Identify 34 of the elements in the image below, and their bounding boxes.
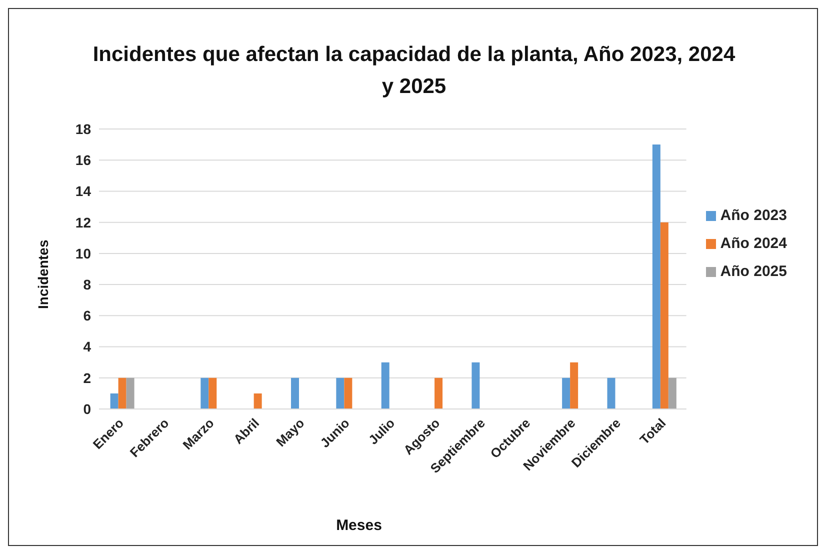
y-tick-label: 18 [75, 120, 92, 137]
bar [660, 222, 668, 409]
bar [118, 378, 126, 409]
y-tick-label: 10 [75, 245, 92, 262]
bar [607, 378, 616, 409]
bar [126, 378, 134, 409]
legend-label: Año 2023 [720, 207, 787, 224]
bar [570, 362, 578, 409]
y-tick-label: 16 [75, 152, 92, 168]
y-tick-label: 6 [83, 308, 92, 324]
bar [668, 378, 676, 409]
bar [472, 362, 480, 409]
y-tick-label: 0 [83, 400, 92, 417]
bar [200, 378, 209, 409]
bar [344, 378, 352, 409]
bar [291, 378, 299, 409]
y-tick-label: 8 [83, 276, 92, 293]
y-axis-title: Incidentes [34, 240, 51, 309]
chart-title: Incidentes que afectan la capacidad de la planta, Año 2023, 2024 y 2025 [92, 42, 736, 100]
bar [652, 144, 660, 409]
y-tick-label: 14 [75, 183, 92, 200]
bar [562, 378, 570, 409]
bar [254, 393, 262, 409]
y-tick-label: 4 [83, 338, 92, 355]
bar [434, 378, 443, 409]
bar [336, 378, 344, 409]
bar [208, 378, 217, 409]
bar [110, 393, 118, 409]
x-axis-title: Meses [335, 517, 383, 534]
legend-label: Año 2024 [720, 235, 787, 252]
legend-label: Año 2025 [720, 263, 787, 280]
bar [381, 362, 390, 409]
y-tick-label: 12 [75, 214, 92, 230]
y-tick-label: 2 [83, 370, 92, 386]
